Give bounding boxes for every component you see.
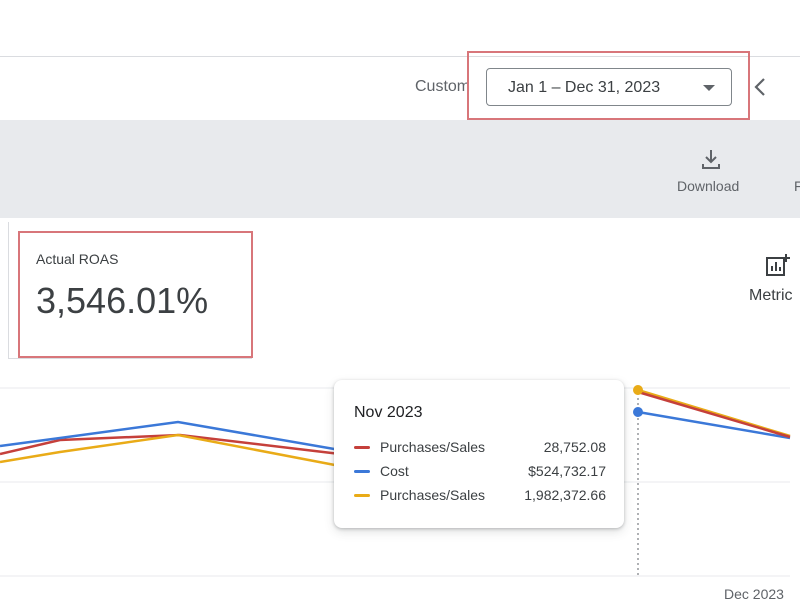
chevron-down-icon (703, 85, 715, 91)
hover-point-yellow (633, 385, 643, 395)
tooltip-series-name: Cost (380, 463, 409, 479)
scorecard-title: Actual ROAS (36, 251, 119, 267)
range-type-label: Custom (415, 78, 471, 95)
tooltip-row: Purchases/Sales 1,982,372.66 (354, 486, 606, 506)
scorecard-value: 3,546.01% (36, 280, 209, 321)
scorecard-bottom-border (8, 358, 252, 359)
legend-swatch (354, 446, 370, 449)
tooltip-series-name: Purchases/Sales (380, 487, 486, 503)
tooltip-series-value: 28,752.08 (543, 439, 606, 455)
download-button-label[interactable]: Download (677, 178, 740, 194)
legend-swatch (354, 494, 370, 497)
tooltip-title: Nov 2023 (354, 404, 423, 421)
chart-tooltip: Nov 2023 Purchases/Sales 28,752.08 Cost … (334, 380, 624, 528)
date-range-highlight (467, 51, 750, 120)
hover-point-blue (633, 407, 643, 417)
tooltip-series-value: $524,732.17 (528, 463, 606, 479)
date-range-value: Jan 1 – Dec 31, 2023 (508, 79, 661, 96)
tooltip-row: Purchases/Sales 28,752.08 (354, 438, 606, 458)
tooltip-series-value: 1,982,372.66 (524, 487, 606, 503)
toolbar-next-label[interactable]: F (794, 178, 800, 194)
top-bar (0, 0, 800, 56)
download-icon[interactable] (698, 146, 724, 172)
toolbar (0, 120, 800, 218)
x-axis-label: Dec 2023 (724, 586, 784, 602)
scorecard-highlight (18, 231, 253, 358)
series-purchases-red-right (637, 390, 791, 439)
tooltip-row: Cost $524,732.17 (354, 462, 606, 482)
scorecard-divider (8, 222, 9, 358)
legend-swatch (354, 470, 370, 473)
add-chart-icon[interactable] (764, 252, 792, 278)
chevron-left-icon[interactable] (752, 76, 768, 98)
metrics-button-label[interactable]: Metric (749, 287, 793, 304)
date-range-select[interactable]: Jan 1 – Dec 31, 2023 (486, 68, 732, 106)
series-cost-blue-right (637, 410, 791, 440)
tooltip-series-name: Purchases/Sales (380, 439, 486, 455)
